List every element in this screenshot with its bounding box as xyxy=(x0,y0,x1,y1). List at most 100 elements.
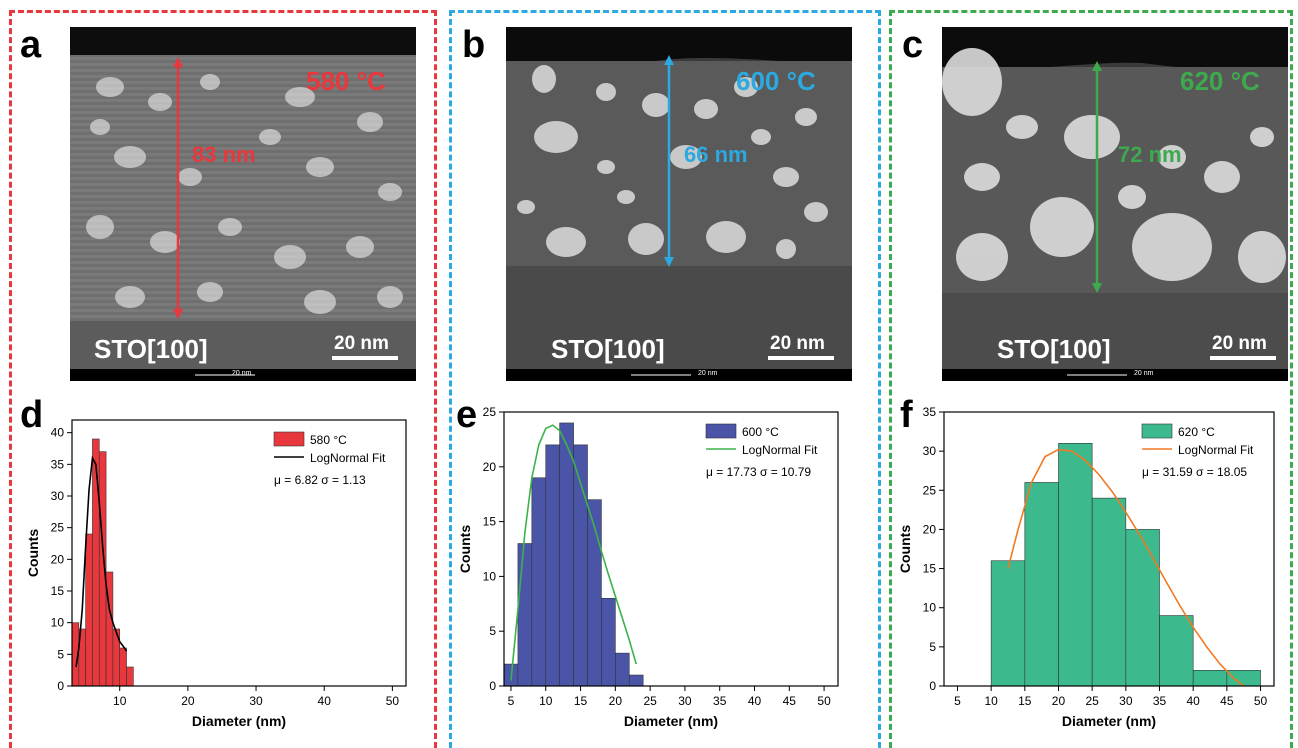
scale-label-a: 20 nm xyxy=(334,333,389,354)
y-tick-label: 35 xyxy=(51,457,65,471)
y-tick-label: 0 xyxy=(929,679,936,693)
scale-bar-c xyxy=(1210,356,1276,360)
x-tick-label: 15 xyxy=(574,694,588,708)
x-tick-label: 35 xyxy=(1153,694,1167,708)
histogram-bar xyxy=(517,543,533,687)
y-tick-label: 20 xyxy=(923,522,937,536)
x-tick-label: 45 xyxy=(783,694,797,708)
legend-swatch-series xyxy=(705,423,737,439)
scale-label-c: 20 nm xyxy=(1212,333,1267,354)
y-tick-label: 5 xyxy=(57,647,64,661)
substrate-label-b: STO[100] xyxy=(551,334,665,364)
x-tick-label: 10 xyxy=(984,694,998,708)
plot-frame xyxy=(503,411,839,687)
thickness-label-c: 72 nm xyxy=(1118,142,1182,167)
legend-label-fit: LogNormal Fit xyxy=(742,443,818,457)
temperature-label-a: 580 °C xyxy=(306,66,386,96)
micrograph-a-image xyxy=(70,27,416,381)
y-tick-label: 15 xyxy=(51,584,65,598)
scale-label-b: 20 nm xyxy=(770,333,825,354)
y-tick-label: 30 xyxy=(51,489,65,503)
histogram-bar xyxy=(559,422,574,687)
histogram-bar xyxy=(1058,443,1093,687)
x-tick-label: 10 xyxy=(113,694,127,708)
y-axis-label: Counts xyxy=(897,525,913,573)
x-tick-label: 50 xyxy=(817,694,831,708)
x-tick-label: 30 xyxy=(1119,694,1133,708)
y-axis-label: Counts xyxy=(25,529,41,577)
scale-small-c: 20 nm xyxy=(1134,370,1154,377)
temperature-label-b: 600 °C xyxy=(736,66,816,96)
histogram-f-svg: 5 10 15 20 25 30 35 40 45 50 0 5 10 15 20 25 30 35 Diamete… xyxy=(897,405,1275,729)
panel-letter-d: d xyxy=(20,394,44,436)
y-tick-label: 35 xyxy=(923,405,937,419)
x-tick-label: 20 xyxy=(609,694,623,708)
scale-small-b: 20 nm xyxy=(698,370,718,377)
legend-label-series: 600 °C xyxy=(742,425,779,439)
substrate-label-c: STO[100] xyxy=(997,334,1111,364)
plot-frame xyxy=(71,419,407,687)
lognormal-fit-line xyxy=(510,424,637,681)
legend-label-series: 620 °C xyxy=(1178,425,1215,439)
micrograph-c xyxy=(942,27,1288,381)
histogram-bar xyxy=(1125,529,1160,687)
x-tick-label: 15 xyxy=(1018,694,1032,708)
histogram-bar xyxy=(531,477,547,687)
panel-frame-620 xyxy=(889,10,1293,748)
y-tick-label: 0 xyxy=(57,679,64,693)
y-tick-label: 25 xyxy=(923,483,937,497)
panel-frame-600 xyxy=(449,10,881,748)
y-tick-label: 5 xyxy=(489,624,496,638)
y-axis-label: Counts xyxy=(457,525,473,573)
histogram-d-svg: 10 20 30 40 50 0 5 10 15 20 25 30 35 40 Diameter (nm) C… xyxy=(25,419,407,729)
plot-frame xyxy=(943,411,1275,687)
x-tick-label: 40 xyxy=(318,694,332,708)
lognormal-fit-line xyxy=(75,455,128,668)
thickness-label-a: 83 nm xyxy=(192,142,256,167)
y-tick-label: 25 xyxy=(483,405,497,419)
histogram-bar xyxy=(1192,670,1228,687)
panel-frame-580 xyxy=(9,10,437,748)
y-tick-label: 10 xyxy=(51,616,65,630)
x-tick-label: 50 xyxy=(1254,694,1268,708)
panel-letter-c: c xyxy=(902,24,924,66)
scale-bar-a xyxy=(332,356,398,360)
y-tick-label: 30 xyxy=(923,444,937,458)
panel-letter-e: e xyxy=(456,394,478,436)
y-tick-label: 25 xyxy=(51,521,65,535)
temperature-label-c: 620 °C xyxy=(1180,66,1260,96)
histogram-bar xyxy=(990,560,1026,687)
x-tick-label: 20 xyxy=(1052,694,1066,708)
histogram-bar xyxy=(1159,615,1194,687)
legend-label-fit: LogNormal Fit xyxy=(310,451,386,465)
histogram-bar xyxy=(628,674,644,687)
substrate-label-a: STO[100] xyxy=(94,334,208,364)
x-axis-label: Diameter (nm) xyxy=(1062,713,1156,729)
x-tick-label: 25 xyxy=(643,694,657,708)
y-tick-label: 10 xyxy=(483,569,497,583)
legend-swatch-series xyxy=(273,431,305,447)
legend-label-series: 580 °C xyxy=(310,433,347,447)
fit-statistics-label: μ = 17.73 σ = 10.79 xyxy=(706,465,811,479)
x-tick-label: 5 xyxy=(954,694,961,708)
histogram-bar xyxy=(85,533,93,687)
micrograph-c-image xyxy=(942,27,1288,381)
y-tick-label: 5 xyxy=(929,640,936,654)
x-tick-label: 5 xyxy=(508,694,515,708)
scale-bar-b xyxy=(768,356,834,360)
micrograph-b-image xyxy=(506,27,852,381)
y-tick-label: 0 xyxy=(489,679,496,693)
y-tick-label: 40 xyxy=(51,426,65,440)
histogram-d: 10 20 30 40 50 0 5 10 15 20 25 30 35 40 Diameter (nm) C… xyxy=(0,400,436,743)
scale-small-a: 20 nm xyxy=(232,370,252,377)
histogram-f: 5 10 15 20 25 30 35 40 45 50 0 5 10 15 20 25 30 35 Diamete… xyxy=(886,400,1298,743)
panel-letter-f: f xyxy=(900,394,913,436)
x-axis-label: Diameter (nm) xyxy=(624,713,718,729)
x-tick-label: 20 xyxy=(181,694,195,708)
x-tick-label: 25 xyxy=(1085,694,1099,708)
histogram-bar xyxy=(1226,670,1261,687)
y-tick-label: 20 xyxy=(51,552,65,566)
histogram-bar xyxy=(1024,482,1059,687)
micrograph-b xyxy=(506,27,852,381)
